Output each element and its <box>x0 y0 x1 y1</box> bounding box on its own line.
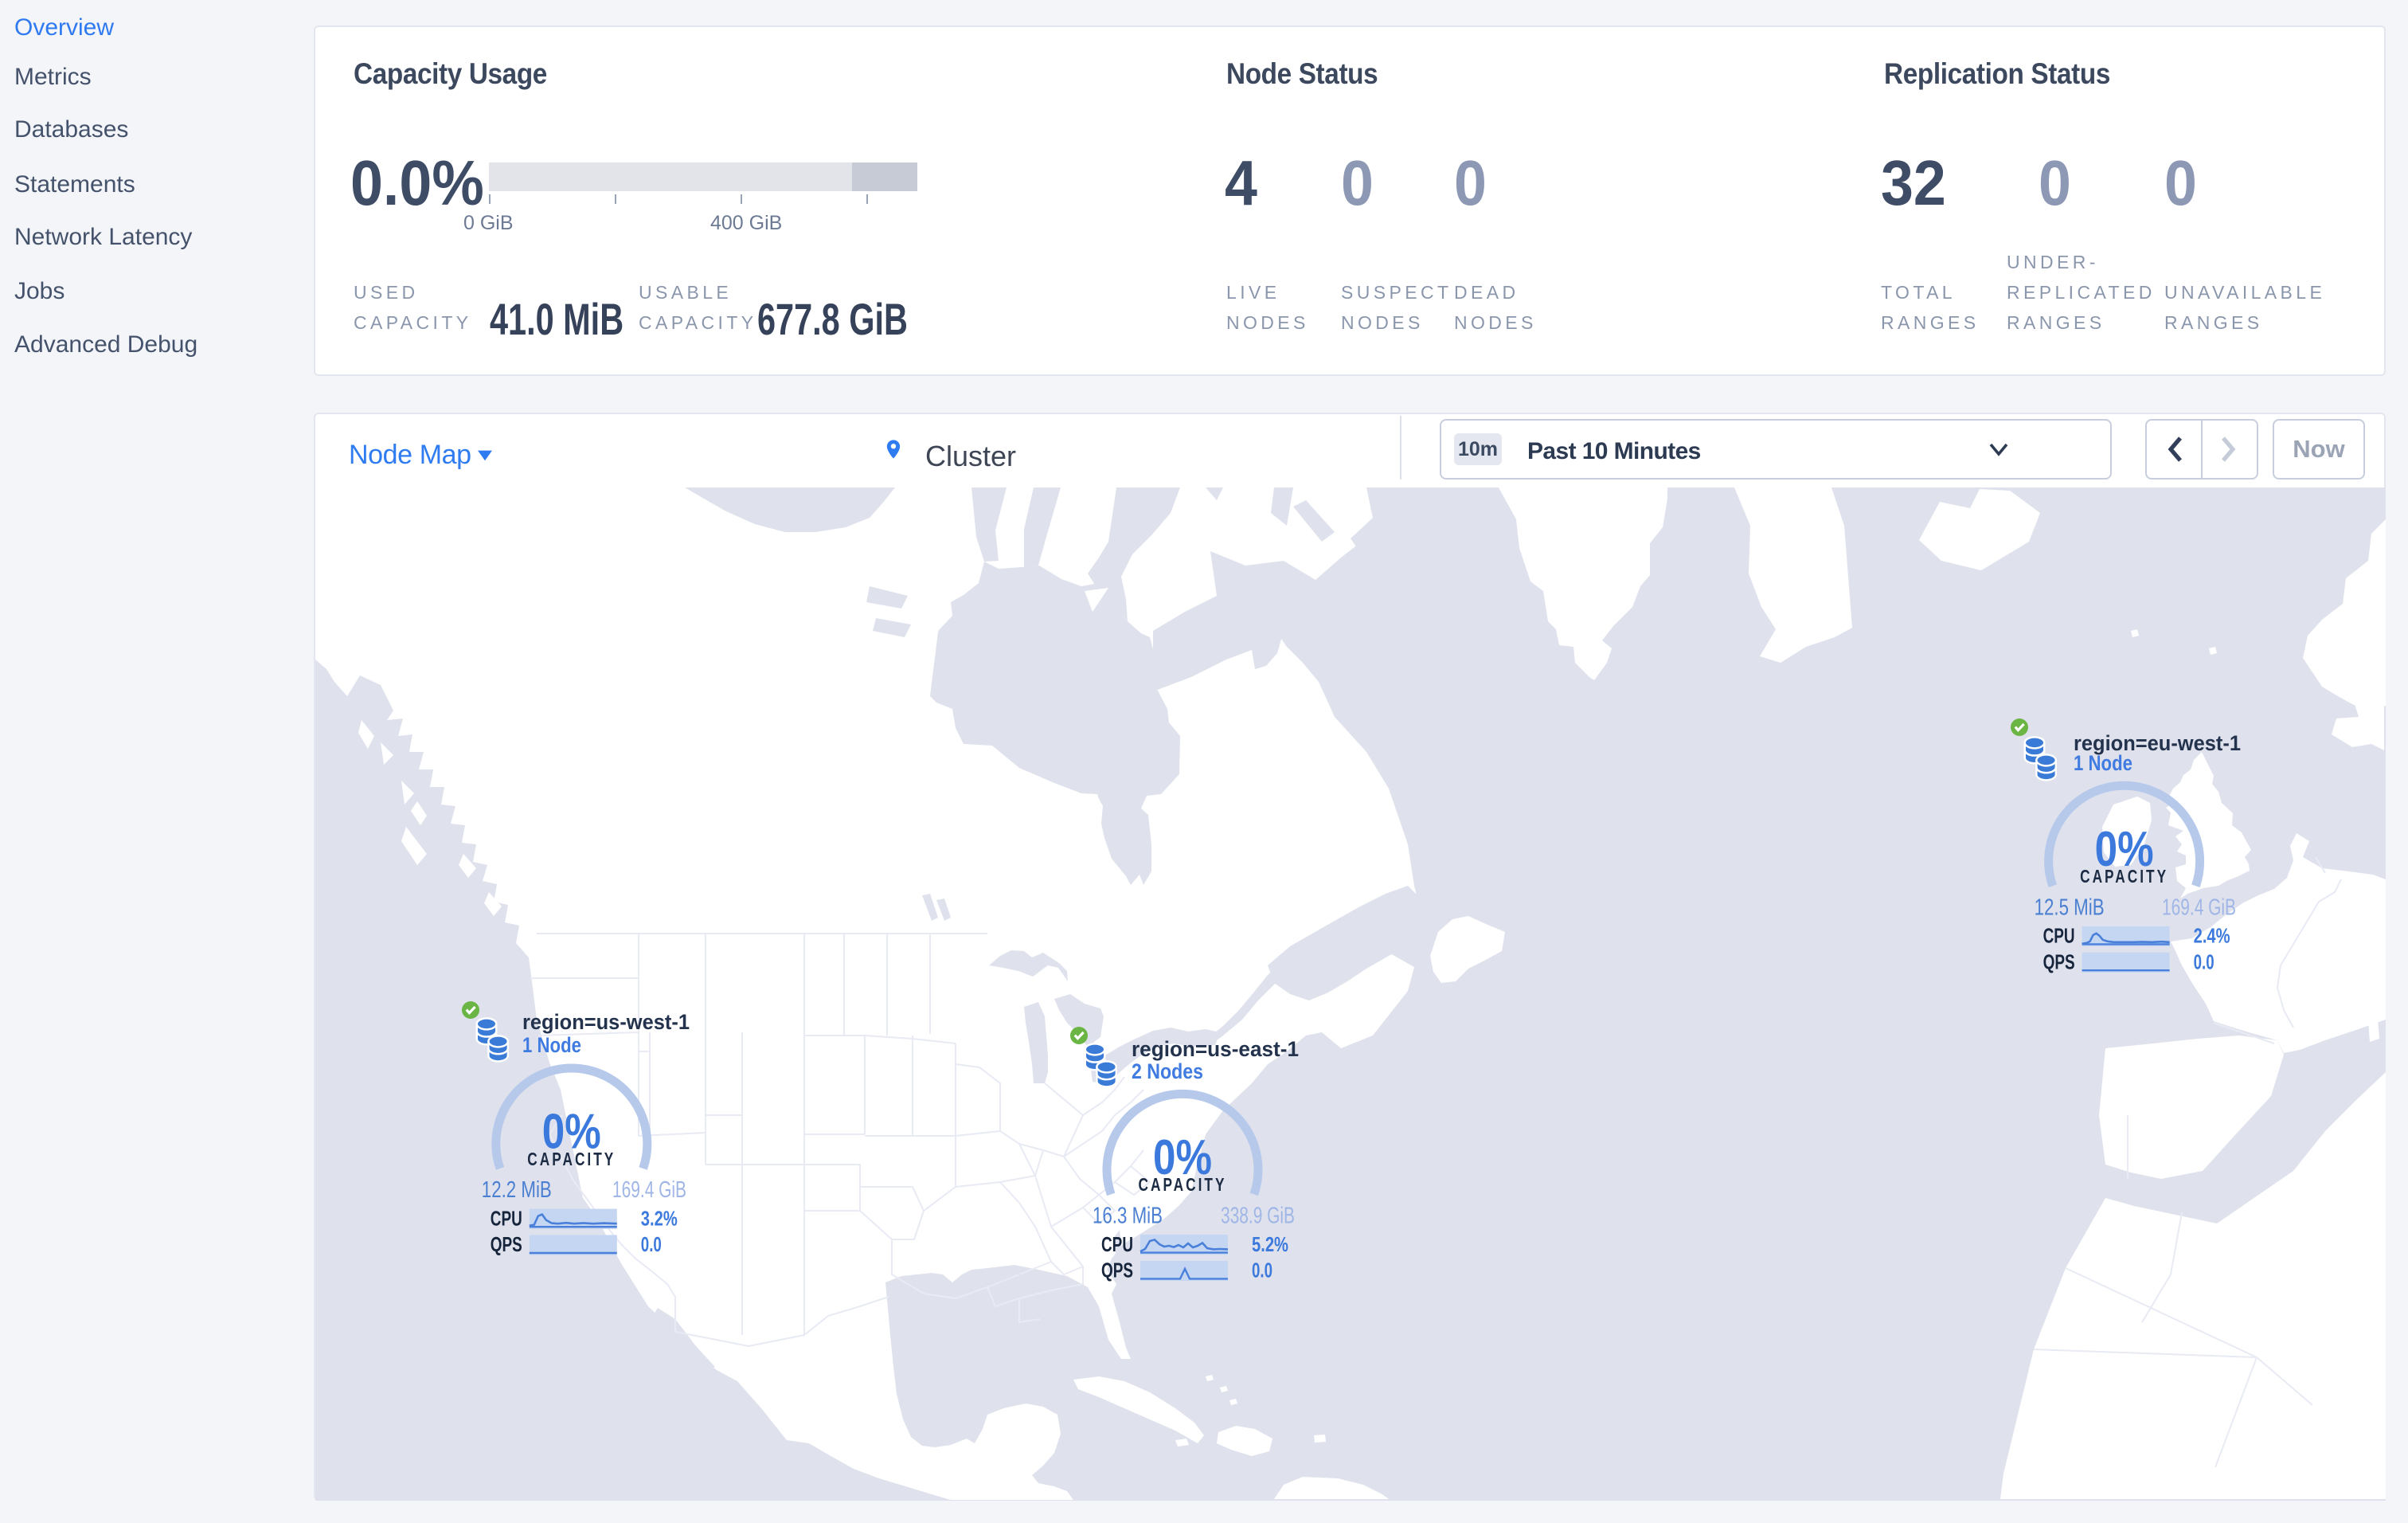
svg-text:0.0: 0.0 <box>1252 1259 1272 1282</box>
svg-text:QPS: QPS <box>2043 949 2075 973</box>
svg-text:CAPACITY: CAPACITY <box>527 1149 616 1169</box>
svg-text:0.0: 0.0 <box>641 1232 662 1256</box>
svg-text:QPS: QPS <box>1101 1259 1133 1282</box>
svg-text:2 Nodes: 2 Nodes <box>1132 1059 1203 1083</box>
svg-text:CAPACITY: CAPACITY <box>2080 866 2168 887</box>
svg-text:0%: 0% <box>542 1105 601 1160</box>
svg-text:QPS: QPS <box>491 1232 522 1256</box>
svg-text:169.4 GiB: 169.4 GiB <box>612 1177 686 1203</box>
svg-text:338.9 GiB: 338.9 GiB <box>1221 1204 1295 1229</box>
svg-text:2.4%: 2.4% <box>2194 924 2230 948</box>
svg-text:region=eu-west-1: region=eu-west-1 <box>2074 731 2241 755</box>
svg-text:1 Node: 1 Node <box>522 1033 581 1057</box>
svg-text:CPU: CPU <box>2043 924 2075 948</box>
svg-text:3.2%: 3.2% <box>641 1206 678 1230</box>
svg-text:16.3 MiB: 16.3 MiB <box>1093 1204 1163 1229</box>
svg-text:12.5 MiB: 12.5 MiB <box>2035 895 2105 920</box>
svg-text:region=us-west-1: region=us-west-1 <box>522 1010 690 1034</box>
svg-text:CPU: CPU <box>491 1206 522 1230</box>
svg-text:0.0: 0.0 <box>2194 949 2214 973</box>
svg-text:12.2 MiB: 12.2 MiB <box>482 1177 552 1203</box>
svg-text:CPU: CPU <box>1101 1232 1133 1256</box>
svg-text:0%: 0% <box>1153 1130 1212 1185</box>
svg-text:5.2%: 5.2% <box>1252 1232 1288 1256</box>
svg-text:0%: 0% <box>2095 822 2154 877</box>
svg-text:CAPACITY: CAPACITY <box>1139 1174 1227 1195</box>
svg-text:region=us-east-1: region=us-east-1 <box>1132 1037 1299 1061</box>
svg-text:1 Node: 1 Node <box>2074 751 2132 775</box>
svg-text:169.4 GiB: 169.4 GiB <box>2162 895 2236 920</box>
